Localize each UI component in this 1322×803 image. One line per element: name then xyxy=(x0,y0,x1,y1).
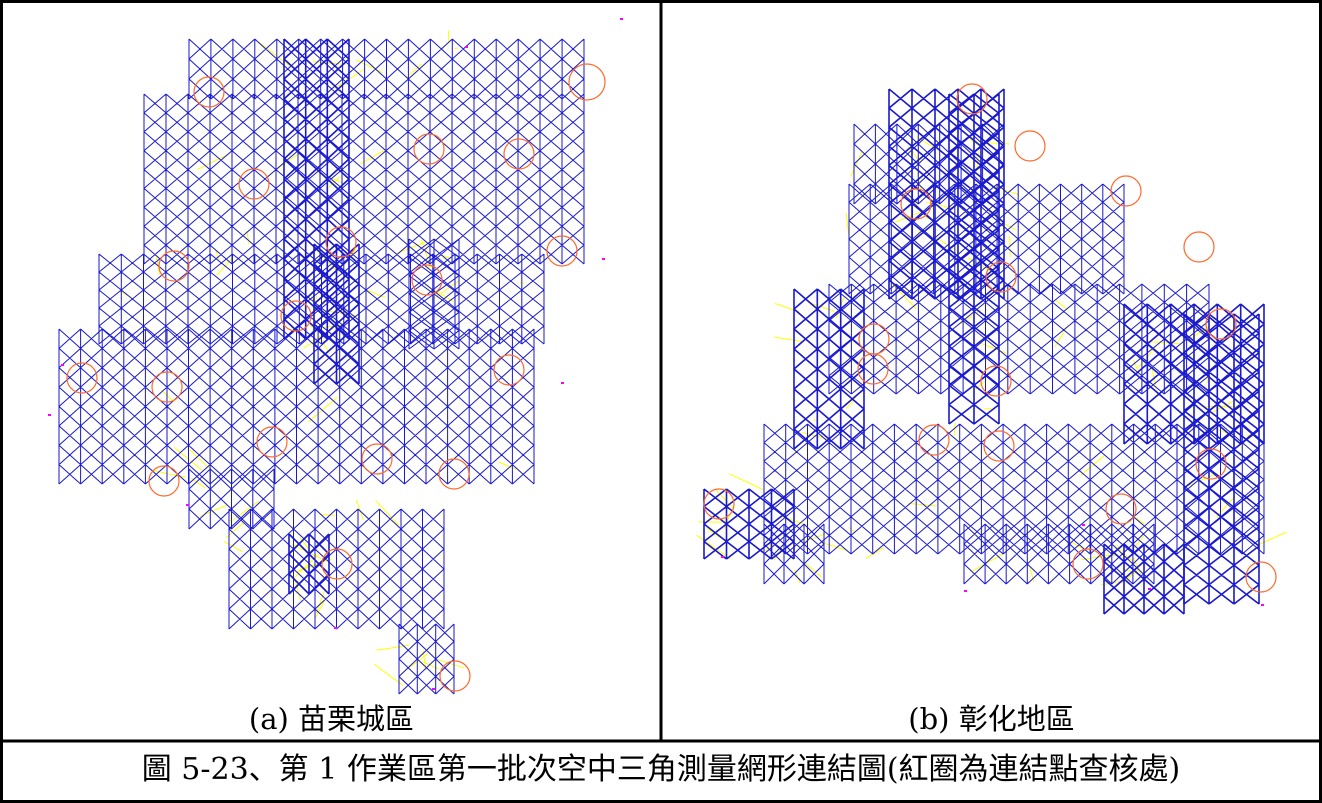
check-circle xyxy=(1072,548,1104,580)
check-circle xyxy=(158,250,190,282)
check-circle xyxy=(1110,175,1142,207)
point-marker xyxy=(620,18,623,20)
panel-a-caption: (a) 苗栗城區 xyxy=(248,702,415,736)
miaoli-marks xyxy=(48,18,623,692)
check-circle xyxy=(1183,231,1215,263)
check-circle xyxy=(193,76,225,108)
check-circle xyxy=(411,264,443,296)
check-circle xyxy=(900,188,932,220)
point-marker xyxy=(61,364,64,366)
point-marker xyxy=(602,258,605,260)
point-marker xyxy=(186,504,189,506)
point-marker xyxy=(1148,588,1151,590)
check-circle xyxy=(1105,493,1137,525)
check-circle xyxy=(918,424,950,456)
changhua-network-graphic xyxy=(696,83,1287,615)
panel-a-network-map xyxy=(4,4,659,697)
check-circle xyxy=(256,426,288,458)
check-circle xyxy=(1195,448,1227,480)
check-circle xyxy=(703,488,735,520)
check-circle xyxy=(493,354,525,386)
panel-b-caption: (b) 彰化地區 xyxy=(908,702,1075,736)
point-marker xyxy=(432,688,435,690)
check-circle xyxy=(980,365,1012,397)
check-circle xyxy=(413,133,445,165)
check-circle xyxy=(1245,561,1277,593)
check-circle xyxy=(280,300,312,332)
check-circle xyxy=(546,235,578,267)
check-circle xyxy=(983,430,1015,462)
check-circle xyxy=(503,138,535,170)
figure-caption: 圖 5-23、第 1 作業區第一批次空中三角測量網形連結圖(紅圈為連結點查核處) xyxy=(141,752,1181,787)
check-circle xyxy=(1205,308,1237,340)
point-marker xyxy=(48,414,51,416)
check-circle xyxy=(361,443,393,475)
changhua-lattice xyxy=(696,88,1287,615)
point-marker xyxy=(334,627,337,629)
check-circle xyxy=(66,362,98,394)
check-circle xyxy=(956,83,988,115)
check-circle xyxy=(438,458,470,490)
miaoli-network-graphic xyxy=(48,18,623,695)
check-circle xyxy=(325,226,357,258)
check-circle xyxy=(321,548,353,580)
panel-b-network-map xyxy=(664,4,1319,697)
check-circle xyxy=(439,660,471,692)
check-circle xyxy=(985,261,1017,293)
point-marker xyxy=(561,382,564,384)
point-marker xyxy=(1082,524,1085,526)
check-circle xyxy=(148,465,180,497)
check-circle xyxy=(151,371,183,403)
check-circle xyxy=(857,353,889,385)
point-marker xyxy=(721,556,724,558)
point-marker xyxy=(1261,604,1264,606)
miaoli-lattice xyxy=(58,30,585,695)
changhua-marks xyxy=(703,83,1277,606)
point-marker xyxy=(964,590,967,592)
check-circle xyxy=(1014,130,1046,162)
check-circle xyxy=(568,63,606,101)
check-circle xyxy=(238,168,270,200)
point-marker xyxy=(465,46,468,48)
